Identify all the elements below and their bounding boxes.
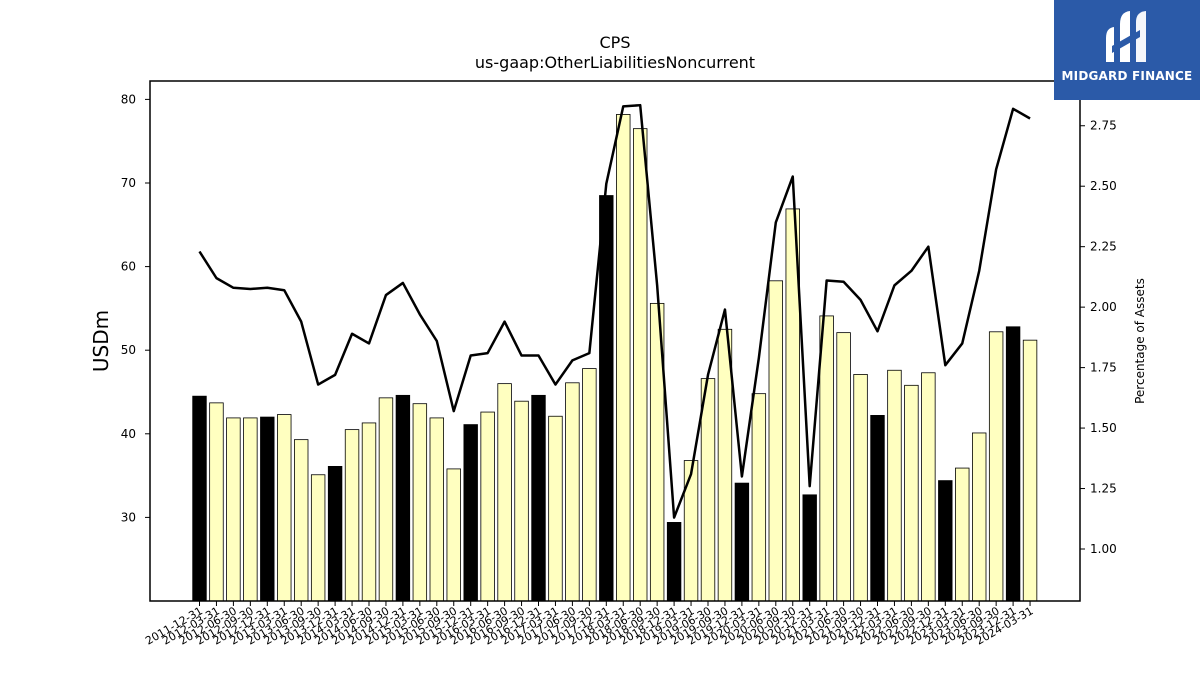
plot-frame xyxy=(149,80,1081,602)
bar xyxy=(1005,326,1021,602)
bar xyxy=(768,280,784,602)
bar xyxy=(260,416,275,602)
bar xyxy=(972,432,987,602)
y2-tick-label: 1.25 xyxy=(1090,482,1117,496)
bar xyxy=(565,382,580,602)
y-tick-label: 70 xyxy=(121,176,136,190)
bar xyxy=(277,414,292,602)
y-tick-label: 50 xyxy=(121,343,136,357)
bar xyxy=(327,465,343,602)
bar xyxy=(344,429,360,602)
bar xyxy=(887,369,902,602)
bar xyxy=(819,315,834,602)
y2-tick-label: 2.75 xyxy=(1090,119,1117,133)
bar xyxy=(751,393,767,602)
y2-tick-label: 1.75 xyxy=(1090,361,1117,375)
bar xyxy=(429,417,445,602)
y-axis-right: 1.00 1.25 1.50 1.75 2.00 2.25 2.50 2.75 xyxy=(1080,119,1117,556)
bar xyxy=(531,394,546,602)
logo-text: MIDGARD FINANCE xyxy=(1061,69,1193,83)
bar xyxy=(734,482,750,602)
bar xyxy=(192,395,207,602)
bar xyxy=(497,383,512,602)
bar xyxy=(633,128,648,602)
bar xyxy=(582,368,597,602)
bar xyxy=(802,494,817,602)
y2-tick-label: 1.00 xyxy=(1090,542,1117,556)
y-tick-label: 80 xyxy=(121,92,136,106)
x-axis: 2011-12-312012-03-312012-06-302012-09-30… xyxy=(143,601,1036,648)
brand-logo: MIDGARD FINANCE xyxy=(1054,0,1200,100)
bar-series xyxy=(192,114,1038,602)
series-line xyxy=(198,103,1031,519)
y-tick-label: 40 xyxy=(121,427,136,441)
y-axis-left: 30 40 50 60 70 80 xyxy=(121,92,150,524)
midgard-logo-icon xyxy=(1106,11,1146,62)
bar xyxy=(378,397,394,602)
bar xyxy=(599,195,614,602)
bar xyxy=(480,411,495,602)
bar xyxy=(446,468,461,602)
bar xyxy=(904,384,919,602)
bar xyxy=(683,460,699,602)
bar xyxy=(310,474,326,602)
bar xyxy=(717,328,733,602)
bar xyxy=(514,400,529,602)
y2-tick-label: 2.50 xyxy=(1090,179,1117,193)
bar xyxy=(293,439,309,602)
y-tick-label: 60 xyxy=(121,260,136,274)
line-series xyxy=(198,103,1031,519)
bar xyxy=(463,424,478,602)
bar xyxy=(870,415,885,602)
y2-tick-label: 1.50 xyxy=(1090,421,1117,435)
bar xyxy=(226,417,241,602)
y2-axis-label: Percentage of Assets xyxy=(1133,278,1147,404)
chart-subtitle: us-gaap:OtherLiabilitiesNoncurrent xyxy=(475,53,755,72)
y-tick-label: 30 xyxy=(121,510,136,524)
bar xyxy=(361,422,377,602)
bar xyxy=(395,394,411,602)
bar xyxy=(1022,339,1038,602)
y2-tick-label: 2.25 xyxy=(1090,240,1117,254)
bar xyxy=(666,522,682,602)
bar xyxy=(548,415,563,602)
bar xyxy=(700,378,716,602)
bar xyxy=(938,480,953,602)
y-axis-label: USDm xyxy=(89,310,113,372)
bar xyxy=(853,374,868,602)
bar xyxy=(988,331,1004,602)
bar xyxy=(243,417,258,602)
bar xyxy=(921,372,936,602)
bar xyxy=(209,402,224,602)
y2-tick-label: 2.00 xyxy=(1090,300,1117,314)
bar xyxy=(616,114,631,602)
chart-title: CPS xyxy=(600,33,631,52)
bar xyxy=(836,332,851,602)
bar xyxy=(955,467,970,602)
bar xyxy=(412,403,428,602)
